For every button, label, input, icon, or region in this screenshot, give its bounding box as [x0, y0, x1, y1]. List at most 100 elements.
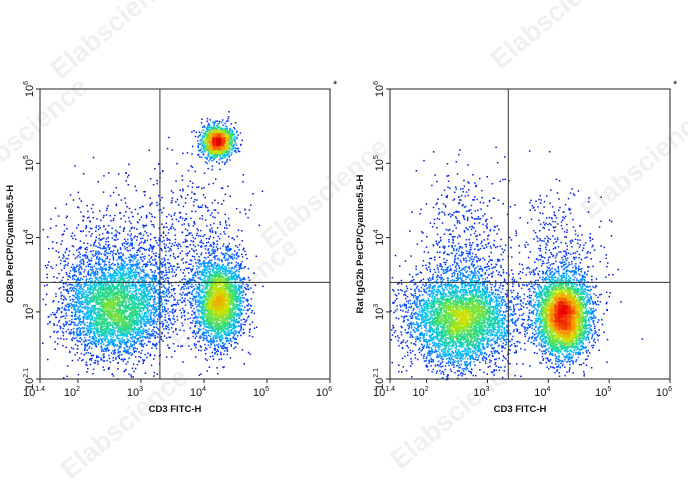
- event-dot: [144, 266, 147, 268]
- event-dot: [190, 197, 193, 199]
- event-dot: [150, 277, 152, 280]
- event-dot: [86, 261, 89, 264]
- event-dot: [108, 269, 110, 271]
- event-dot: [241, 312, 243, 315]
- event-dot: [141, 286, 143, 288]
- event-dot: [153, 318, 155, 320]
- event-dot: [209, 268, 212, 271]
- event-dot: [109, 277, 111, 279]
- event-dot: [123, 274, 125, 276]
- event-dot: [100, 359, 102, 361]
- event-dot: [61, 240, 63, 242]
- event-dot: [197, 136, 199, 138]
- event-dot: [183, 278, 185, 280]
- event-dot: [136, 298, 138, 301]
- event-dot: [149, 333, 151, 336]
- event-dot: [158, 280, 160, 282]
- event-dot: [171, 199, 173, 202]
- event-dot: [221, 346, 223, 348]
- event-dot: [99, 239, 101, 241]
- event-dot: [209, 273, 211, 276]
- event-dot: [233, 286, 236, 289]
- event-dot: [169, 311, 171, 313]
- event-dot: [234, 140, 236, 143]
- event-dot: [198, 300, 201, 302]
- event-dot: [217, 345, 220, 347]
- event-dot: [235, 320, 237, 322]
- event-dot: [97, 279, 99, 281]
- event-dot: [102, 284, 104, 286]
- event-dot: [86, 317, 89, 319]
- event-dot: [238, 285, 241, 287]
- event-dot: [180, 288, 182, 291]
- event-dot: [82, 315, 85, 318]
- event-dot: [255, 326, 258, 328]
- event-dot: [248, 288, 250, 290]
- event-dot: [236, 278, 238, 280]
- event-dot: [191, 314, 193, 316]
- event-dot: [214, 337, 217, 340]
- event-dot: [78, 301, 81, 303]
- event-dot: [127, 291, 130, 294]
- event-dot: [200, 151, 203, 153]
- event-dot: [222, 156, 224, 159]
- event-dot: [109, 247, 111, 249]
- event-dot: [212, 269, 214, 271]
- event-dot: [135, 286, 138, 289]
- event-dot: [191, 255, 194, 257]
- event-dot: [97, 250, 99, 253]
- event-dot: [72, 199, 75, 201]
- event-dot: [171, 149, 174, 151]
- event-dot: [100, 219, 102, 222]
- event-dot: [166, 321, 168, 324]
- event-dot: [214, 231, 217, 233]
- event-dot: [110, 338, 113, 340]
- event-dot: [176, 263, 179, 265]
- event-dot: [144, 225, 147, 227]
- event-dot: [82, 173, 85, 175]
- event-dot: [204, 248, 207, 250]
- event-dot: [161, 326, 164, 328]
- event-dot: [198, 331, 200, 333]
- event-dot: [86, 278, 88, 280]
- event-dot: [148, 332, 150, 335]
- event-dot: [248, 209, 251, 211]
- event-dot: [201, 301, 203, 303]
- event-dot: [228, 242, 231, 245]
- event-dot: [238, 277, 241, 279]
- event-dot: [59, 286, 62, 289]
- event-dot: [224, 227, 226, 229]
- event-dot: [93, 324, 95, 326]
- event-dot: [63, 295, 65, 298]
- event-dot: [156, 293, 159, 295]
- event-dot: [201, 288, 203, 291]
- event-dot: [224, 347, 226, 349]
- event-dot: [232, 319, 234, 321]
- event-dot: [148, 259, 151, 261]
- event-dot: [200, 321, 203, 324]
- event-dot: [119, 340, 122, 343]
- event-dot: [193, 307, 195, 310]
- event-dot: [195, 346, 197, 349]
- event-dot: [162, 340, 164, 342]
- event-dot: [86, 334, 88, 337]
- event-dot: [86, 318, 88, 320]
- event-dot: [47, 358, 49, 361]
- event-dot: [218, 335, 220, 337]
- event-dot: [127, 275, 130, 277]
- event-dot: [49, 336, 52, 338]
- event-dot: [165, 222, 167, 224]
- event-dot: [236, 252, 239, 254]
- event-dot: [153, 371, 156, 374]
- event-dot: [149, 244, 151, 246]
- event-dot: [172, 343, 175, 345]
- event-dot: [74, 315, 77, 317]
- event-dot: [152, 283, 155, 285]
- event-dot: [205, 269, 208, 271]
- event-dot: [157, 314, 159, 316]
- event-dot: [112, 332, 115, 334]
- event-dot: [199, 278, 201, 280]
- event-dot: [230, 344, 233, 346]
- event-dot: [198, 310, 201, 312]
- event-dot: [87, 368, 89, 370]
